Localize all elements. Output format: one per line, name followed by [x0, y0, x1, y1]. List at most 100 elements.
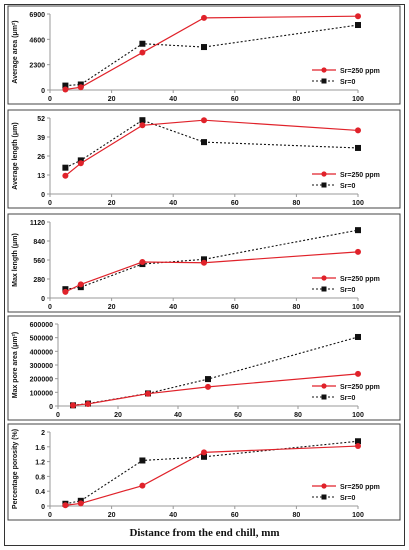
legend-marker-sr250 — [321, 275, 327, 281]
legend-marker-sr0 — [321, 394, 327, 400]
x-tick-label: 40 — [174, 412, 182, 419]
x-tick-label: 100 — [352, 512, 364, 519]
y-tick-label: 560 — [33, 258, 45, 265]
legend-marker-sr250 — [321, 383, 327, 389]
legend-label-sr250: Sr=250 ppm — [340, 68, 380, 75]
x-tick-label: 0 — [48, 96, 52, 103]
panel-4: 0 100000 200000 300000 400000 500000 600000 0 20… — [7, 315, 401, 421]
legend-label-sr250: Sr=250 ppm — [340, 172, 380, 179]
y-tick-label: 52 — [37, 116, 45, 123]
x-tick-label: 40 — [169, 200, 177, 207]
x-tick-label: 80 — [293, 304, 301, 311]
y-tick-label: 2300 — [29, 63, 45, 70]
data-point-sr250 — [355, 248, 361, 255]
data-point-sr0 — [62, 82, 69, 89]
y-tick-label: 1120 — [30, 220, 45, 227]
y-tick-label: 600000 — [30, 322, 53, 329]
legend-marker-sr0 — [321, 78, 327, 84]
data-point-sr0 — [201, 453, 207, 460]
y-tick-label: 280 — [33, 277, 45, 284]
x-tick-label: 20 — [108, 512, 116, 519]
y-axis-label: Percentage porosity (%) — [12, 429, 19, 509]
y-axis-label: Average length (μm) — [12, 122, 19, 189]
y-tick-label: 840 — [33, 239, 45, 246]
data-point-sr0 — [355, 438, 361, 445]
y-tick-label: 0 — [49, 404, 53, 411]
x-tick-label: 60 — [231, 96, 239, 103]
x-tick-label: 60 — [231, 200, 239, 207]
data-point-sr250 — [62, 86, 69, 93]
data-point-sr250 — [77, 281, 84, 288]
x-tick-label: 60 — [231, 304, 239, 311]
data-point-sr250 — [62, 288, 69, 295]
data-point-sr250 — [201, 449, 207, 456]
data-point-sr0 — [201, 139, 207, 146]
legend-marker-sr250 — [321, 171, 327, 177]
legend-label-sr250: Sr=250 ppm — [340, 484, 380, 491]
y-tick-label: 0.8 — [35, 474, 45, 481]
data-point-sr250 — [62, 172, 69, 179]
series-line-sr0 — [72, 336, 359, 406]
legend-label-sr250: Sr=250 ppm — [340, 276, 380, 283]
data-point-sr250 — [201, 259, 207, 266]
data-point-sr0 — [355, 227, 361, 234]
x-tick-label: 40 — [169, 304, 177, 311]
data-point-sr250 — [139, 122, 146, 129]
x-tick-label: 20 — [114, 412, 122, 419]
x-tick-label: 40 — [169, 512, 177, 519]
data-point-sr0 — [205, 376, 211, 383]
legend-marker-sr0 — [321, 286, 327, 292]
legend-label-sr0: Sr=0 — [340, 183, 355, 190]
y-tick-label: 1.6 — [35, 445, 45, 452]
data-point-sr250 — [85, 400, 91, 407]
x-tick-label: 0 — [48, 200, 52, 207]
data-point-sr250 — [355, 13, 361, 20]
y-tick-label: 100000 — [30, 390, 53, 397]
x-tick-label: 0 — [48, 512, 52, 519]
data-point-sr0 — [139, 457, 146, 464]
data-point-sr0 — [355, 144, 361, 151]
x-axis-label: Distance from the end chill, mm — [129, 527, 280, 539]
data-point-sr250 — [355, 127, 361, 134]
y-tick-label: 4600 — [29, 37, 45, 44]
y-tick-label: 13 — [37, 173, 45, 180]
x-tick-label: 60 — [231, 512, 239, 519]
legend-marker-sr0 — [321, 494, 327, 500]
data-point-sr0 — [62, 164, 69, 171]
y-tick-label: 500000 — [30, 336, 53, 343]
data-point-sr250 — [355, 443, 361, 450]
y-tick-label: 6900 — [29, 12, 45, 19]
panel-1: 0 2300 4600 6900 0 20 40 60 80 100 Average area (μ… — [7, 5, 401, 105]
x-tick-label: 100 — [352, 96, 364, 103]
data-point-sr250 — [139, 482, 146, 489]
legend-marker-sr0 — [321, 182, 327, 188]
data-point-sr250 — [139, 49, 146, 56]
y-tick-label: 0.4 — [35, 489, 45, 496]
y-tick-label: 0 — [41, 296, 45, 303]
panel-2: 0 13 26 39 52 0 20 40 60 80 100 Average length (μm)… — [7, 109, 401, 209]
data-point-sr250 — [62, 502, 69, 509]
data-point-sr250 — [355, 370, 361, 377]
panel-border — [7, 5, 401, 105]
legend-marker-sr250 — [321, 483, 327, 489]
legend-label-sr0: Sr=0 — [340, 287, 355, 294]
y-axis-label: Max length (μm) — [12, 233, 19, 287]
panel-3: 0 280 560 840 1120 0 20 40 60 80 100 Max length (μm… — [7, 213, 401, 313]
data-point-sr0 — [355, 333, 361, 340]
x-tick-label: 0 — [56, 412, 60, 419]
legend-marker-sr250 — [321, 67, 327, 73]
data-point-sr250 — [77, 160, 84, 167]
data-point-sr250 — [77, 500, 84, 507]
legend-label-sr250: Sr=250 ppm — [340, 384, 380, 391]
x-tick-label: 100 — [352, 412, 364, 419]
y-tick-label: 300000 — [30, 363, 53, 370]
x-tick-label: 20 — [108, 96, 116, 103]
data-point-sr250 — [139, 259, 146, 266]
x-tick-label: 20 — [108, 304, 116, 311]
y-axis-label: Max pore area (μm²) — [12, 332, 19, 399]
x-tick-label: 100 — [352, 304, 364, 311]
x-tick-label: 80 — [293, 512, 301, 519]
data-point-sr0 — [139, 117, 146, 124]
